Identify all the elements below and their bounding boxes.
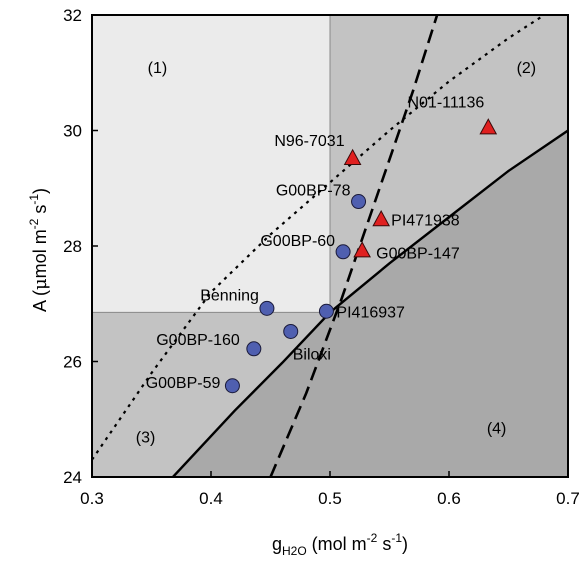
quadrant-regions: (1) (2) (3) (4): [92, 15, 569, 477]
y-tick-label: 32: [63, 6, 82, 25]
label-Biloxi: Biloxi: [293, 346, 331, 363]
point-N01-11136: [479, 118, 498, 135]
point-G00BP-147: [353, 241, 371, 258]
quadrant-1: [92, 15, 330, 313]
label-Benning: Benning: [200, 287, 259, 304]
y-tick-label: 30: [63, 122, 82, 141]
point-N96-7031: [343, 148, 362, 166]
point-G00BP-160: [246, 341, 262, 357]
x-axis-title: gH2O (mol m-2 s-1): [272, 531, 408, 558]
point-G00BP-60: [335, 244, 351, 260]
below-solid-shade: [172, 130, 569, 477]
label-G00BP-59: G00BP-59: [146, 375, 221, 392]
label-PI416937: PI416937: [336, 304, 405, 321]
label-G00BP-78: G00BP-78: [276, 183, 351, 200]
y-tick-label: 28: [63, 237, 82, 256]
dashed-line: [269, 15, 439, 477]
quadrant-label-2: (2): [517, 60, 537, 77]
axis-ticks: 0.3 0.4 0.5 0.6 0.7 24 26 28 30 32: [63, 6, 580, 508]
point-Benning: [259, 300, 275, 316]
x-tick-label: 0.4: [199, 489, 223, 508]
point-Biloxi: [283, 323, 299, 339]
x-tick-label: 0.3: [80, 489, 104, 508]
label-PI471938: PI471938: [391, 212, 460, 229]
quadrant-label-1: (1): [148, 60, 168, 77]
label-G00BP-60: G00BP-60: [260, 233, 335, 250]
point-G00BP-59: [224, 378, 240, 394]
point-G00BP-78: [351, 194, 367, 210]
fit-lines: [92, 15, 568, 477]
x-tick-label: 0.5: [318, 489, 342, 508]
label-G00BP-147: G00BP-147: [376, 246, 460, 263]
y-axis-title: A (μmol m-2 s-1): [27, 188, 51, 312]
point-PI471938: [372, 209, 391, 227]
solid-line: [172, 129, 568, 477]
label-G00BP-160: G00BP-160: [156, 332, 240, 349]
quadrant-label-3: (3): [136, 429, 156, 446]
point-PI416937: [318, 303, 334, 319]
label-N96-7031: N96-7031: [274, 133, 344, 150]
data-points: [224, 118, 498, 394]
x-tick-label: 0.7: [556, 489, 580, 508]
point-labels: G00BP-78 G00BP-60 Benning PI416937 Biloxi G00…: [146, 95, 485, 392]
quadrant-label-4: (4): [487, 421, 507, 438]
y-tick-label: 26: [63, 353, 82, 372]
dotted-line: [92, 15, 545, 461]
y-tick-label: 24: [63, 468, 82, 487]
x-tick-label: 0.6: [437, 489, 461, 508]
label-N01-11136: N01-11136: [407, 95, 484, 112]
